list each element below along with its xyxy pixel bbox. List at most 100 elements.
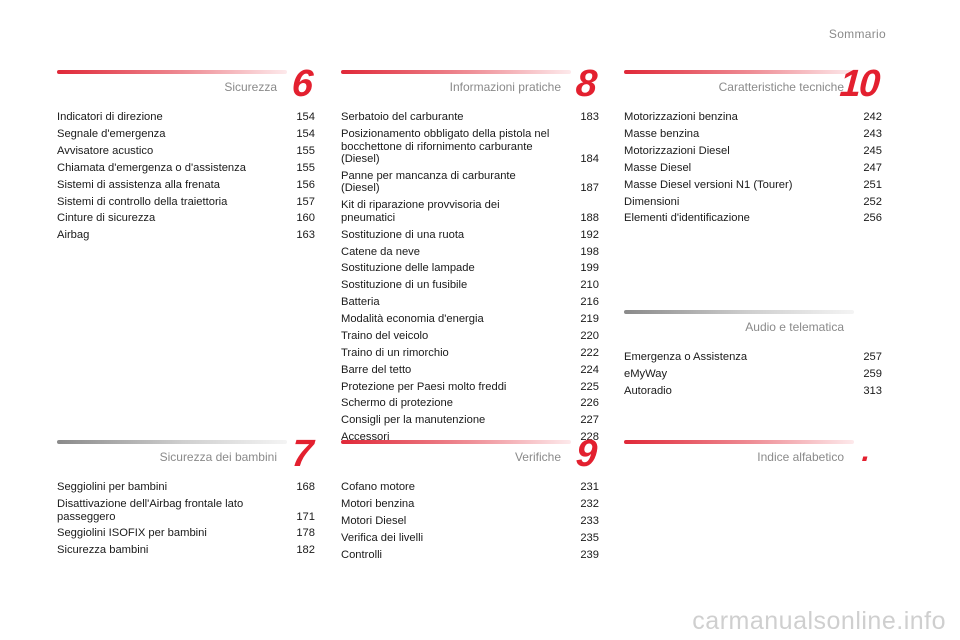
- toc-entry[interactable]: Barre del tetto 224: [341, 363, 599, 380]
- toc-entry[interactable]: Posizionamento obbligato della pistola n…: [341, 127, 599, 169]
- toc-entry[interactable]: Sistemi di assistenza alla frenata 156: [57, 178, 315, 195]
- section-indice-alfabetico[interactable]: Indice alfabetico.: [624, 435, 882, 480]
- toc-entry-page: 242: [863, 111, 882, 124]
- toc-entry-page: 199: [580, 262, 599, 275]
- toc-entry[interactable]: Traino di un rimorchio 222: [341, 346, 599, 363]
- toc-entry[interactable]: Panne per mancanza di carburante (Diesel…: [341, 169, 599, 198]
- toc-entry-page: 228: [580, 431, 599, 444]
- toc-entry[interactable]: Schermo di protezione 226: [341, 396, 599, 413]
- toc-entry-page: 157: [296, 195, 315, 208]
- toc-entry[interactable]: Masse Diesel versioni N1 (Tourer) 251: [624, 178, 882, 195]
- toc-entry-label: Sostituzione delle lampade: [341, 262, 475, 275]
- toc-entry-label: Autoradio: [624, 384, 672, 397]
- section-header: Informazioni pratiche 8: [341, 63, 599, 110]
- toc-entry-page: 163: [296, 229, 315, 242]
- section-header: Audio e telematica: [624, 306, 882, 350]
- toc-entry[interactable]: Seggiolini ISOFIX per bambini 178: [57, 526, 315, 543]
- toc-entry-label: Cofano motore: [341, 481, 416, 494]
- toc-entry[interactable]: Kit di riparazione provvisoria dei pneum…: [341, 198, 599, 227]
- toc-entry[interactable]: Indicatori di direzione 154: [57, 110, 315, 127]
- toc-entry[interactable]: Cinture di sicurezza 160: [57, 211, 315, 228]
- toc-entry[interactable]: Consigli per la manutenzione 227: [341, 413, 599, 430]
- toc-entry[interactable]: Traino del veicolo 220: [341, 329, 599, 346]
- toc-entry[interactable]: Motori Diesel 233: [341, 514, 599, 531]
- toc-entry[interactable]: Motorizzazioni Diesel 245: [624, 144, 882, 161]
- toc-entry[interactable]: Sicurezza bambini 182: [57, 543, 315, 560]
- toc-entry[interactable]: Motorizzazioni benzina 242: [624, 110, 882, 127]
- toc-entry-label: Motorizzazioni benzina: [624, 111, 738, 124]
- section-caratteristiche-tecniche: Caratteristiche tecniche 10 Motorizzazioni…: [624, 63, 882, 228]
- toc-entry[interactable]: Protezione per Paesi molto freddi 225: [341, 379, 599, 396]
- toc-entry[interactable]: Cofano motore 231: [341, 480, 599, 497]
- toc-entry-label: Consigli per la manutenzione: [341, 414, 486, 427]
- toc-entry[interactable]: Batteria 216: [341, 295, 599, 312]
- toc-entry-label: Modalità economia d'energia: [341, 313, 484, 326]
- toc-entry-label: Elementi d'identificazione: [624, 212, 750, 225]
- section-header: Verifiche 9: [341, 433, 599, 480]
- toc-entry-page: 178: [296, 527, 315, 540]
- toc-entry-label: Motori benzina: [341, 498, 415, 511]
- toc-entry[interactable]: Sostituzione di una ruota 192: [341, 228, 599, 245]
- toc-entry-page: 198: [580, 245, 599, 258]
- toc-entry[interactable]: Masse Diesel 247: [624, 161, 882, 178]
- toc-entry[interactable]: Disattivazione dell'Airbag frontale lato…: [57, 497, 315, 526]
- toc-entry-label: Panne per mancanza di carburante (Diesel…: [341, 169, 516, 195]
- toc-entry-page: 251: [863, 178, 882, 191]
- toc-entry-page: 182: [296, 544, 315, 557]
- toc-entry-label: Indicatori di direzione: [57, 111, 163, 124]
- toc-entry[interactable]: Emergenza o Assistenza 257: [624, 350, 882, 367]
- toc-entry-page: 239: [580, 548, 599, 561]
- toc-entry-label: Segnale d'emergenza: [57, 128, 166, 141]
- toc-entry[interactable]: Verifica dei livelli 235: [341, 531, 599, 548]
- section-divider-bar: [57, 70, 287, 74]
- toc-entry[interactable]: Avvisatore acustico 155: [57, 144, 315, 161]
- section-sicurezza-bambini: Sicurezza dei bambini 7 Seggiolini per bam…: [57, 433, 315, 560]
- toc-entry[interactable]: Elementi d'identificazione 256: [624, 211, 882, 228]
- toc-entry-label: Seggiolini ISOFIX per bambini: [57, 527, 207, 540]
- toc-entry-label: Barre del tetto: [341, 363, 412, 376]
- section-header: Sicurezza dei bambini 7: [57, 433, 315, 480]
- toc-entry-page: 226: [580, 397, 599, 410]
- toc-entry-label: Catene da neve: [341, 245, 420, 258]
- toc-entry-label: Sistemi di controllo della traiettoria: [57, 195, 228, 208]
- toc-list: Emergenza o Assistenza 257 eMyWay 259 Autora…: [624, 350, 882, 401]
- toc-entry-page: 183: [580, 111, 599, 124]
- section-number: .: [860, 435, 870, 468]
- toc-entry[interactable]: Modalità economia d'energia 219: [341, 312, 599, 329]
- toc-entry[interactable]: Controlli 239: [341, 548, 599, 565]
- toc-entry-label: Traino del veicolo: [341, 329, 429, 342]
- section-audio-telematica: Audio e telematica Emergenza o Assistenza…: [624, 306, 882, 401]
- toc-entry-page: 257: [863, 351, 882, 364]
- toc-entry-page: 184: [580, 153, 599, 166]
- toc-entry-label: Seggiolini per bambini: [57, 481, 168, 494]
- toc-entry[interactable]: Sostituzione delle lampade 199: [341, 261, 599, 278]
- toc-entry[interactable]: Masse benzina 243: [624, 127, 882, 144]
- toc-entry-label: Traino di un rimorchio: [341, 346, 449, 359]
- toc-entry[interactable]: Sistemi di controllo della traiettoria 15…: [57, 194, 315, 211]
- toc-entry[interactable]: Catene da neve 198: [341, 244, 599, 261]
- toc-entry[interactable]: Airbag 163: [57, 228, 315, 245]
- toc-entry[interactable]: Seggiolini per bambini 168: [57, 480, 315, 497]
- toc-entry-page: 160: [296, 212, 315, 225]
- toc-entry-label: Controlli: [341, 548, 383, 561]
- toc-entry[interactable]: Chiamata d'emergenza o d'assistenza 155: [57, 161, 315, 178]
- toc-entry-label: Masse Diesel: [624, 161, 692, 174]
- toc-entry-page: 187: [580, 182, 599, 195]
- toc-entry-page: 235: [580, 531, 599, 544]
- toc-entry[interactable]: eMyWay 259: [624, 367, 882, 384]
- toc-entry-label: Sostituzione di un fusibile: [341, 279, 468, 292]
- toc-entry-page: 168: [296, 481, 315, 494]
- toc-entry-label: Posizionamento obbligato della pistola n…: [341, 128, 550, 166]
- toc-entry[interactable]: Serbatoio del carburante 183: [341, 110, 599, 127]
- section-divider-bar: [341, 440, 571, 444]
- toc-entry[interactable]: Motori benzina 232: [341, 497, 599, 514]
- toc-entry[interactable]: Segnale d'emergenza 154: [57, 127, 315, 144]
- toc-entry[interactable]: Autoradio 313: [624, 384, 882, 401]
- toc-entry-label: Motori Diesel: [341, 514, 407, 527]
- toc-entry[interactable]: Dimensioni 252: [624, 194, 882, 211]
- toc-entry-page: 243: [863, 128, 882, 141]
- section-divider-bar: [341, 70, 571, 74]
- toc-entry[interactable]: Sostituzione di un fusibile 210: [341, 278, 599, 295]
- toc-entry-label: Motorizzazioni Diesel: [624, 144, 730, 157]
- toc-list: Serbatoio del carburante 183 Posizionament…: [341, 110, 599, 447]
